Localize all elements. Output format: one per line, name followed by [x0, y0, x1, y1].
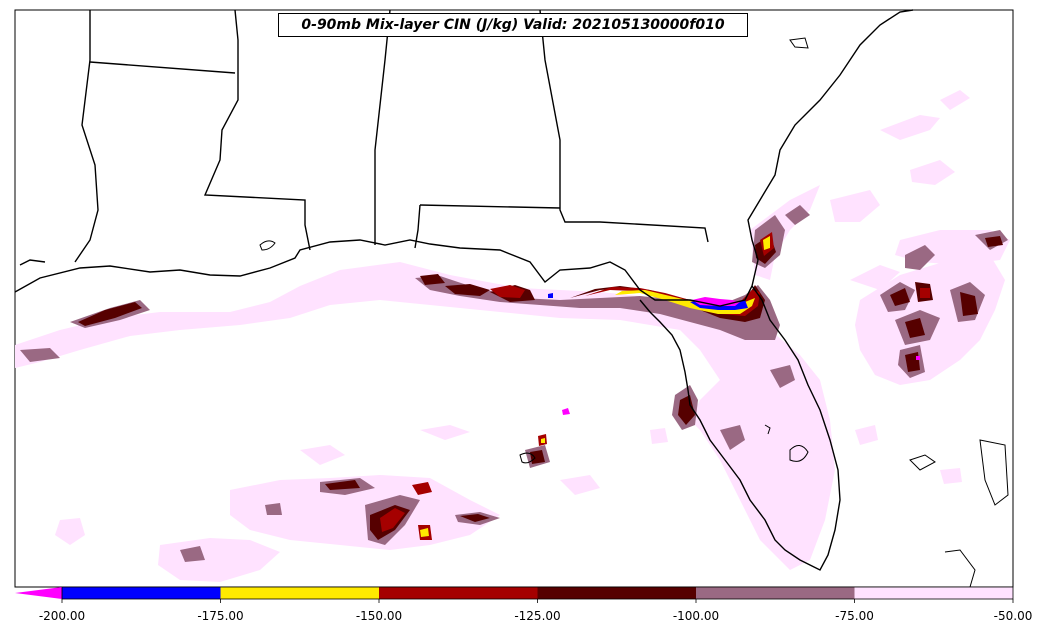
colorbar-tick-label: -200.00 [38, 609, 86, 623]
colorbar-tick-label: -50.00 [993, 609, 1033, 623]
colorbar [15, 586, 1014, 603]
colorbar-tick-label: -100.00 [672, 609, 720, 623]
colorbar-bin [220, 587, 379, 599]
colorbar-ticks [61, 599, 1014, 603]
colorbar-tick-label: -75.00 [835, 609, 874, 623]
small-coastal-features [259, 37, 1009, 588]
colorbar-tick-label: -125.00 [514, 609, 561, 623]
cin-fields [15, 90, 1010, 582]
map-title: 0-90mb Mix-layer CIN (J/kg) Valid: 20210… [278, 13, 748, 37]
colorbar-bin [696, 587, 855, 599]
colorbar-bin [537, 587, 696, 599]
colorbar-tick-label: -150.00 [355, 609, 403, 623]
colorbar-bin [379, 587, 538, 599]
colorbar-bin [62, 587, 221, 599]
colorbar-bin [854, 587, 1013, 599]
colorbar-bins [62, 587, 1013, 599]
colorbar-min-extension [15, 587, 62, 599]
colorbar-tick-label: -175.00 [197, 609, 244, 623]
